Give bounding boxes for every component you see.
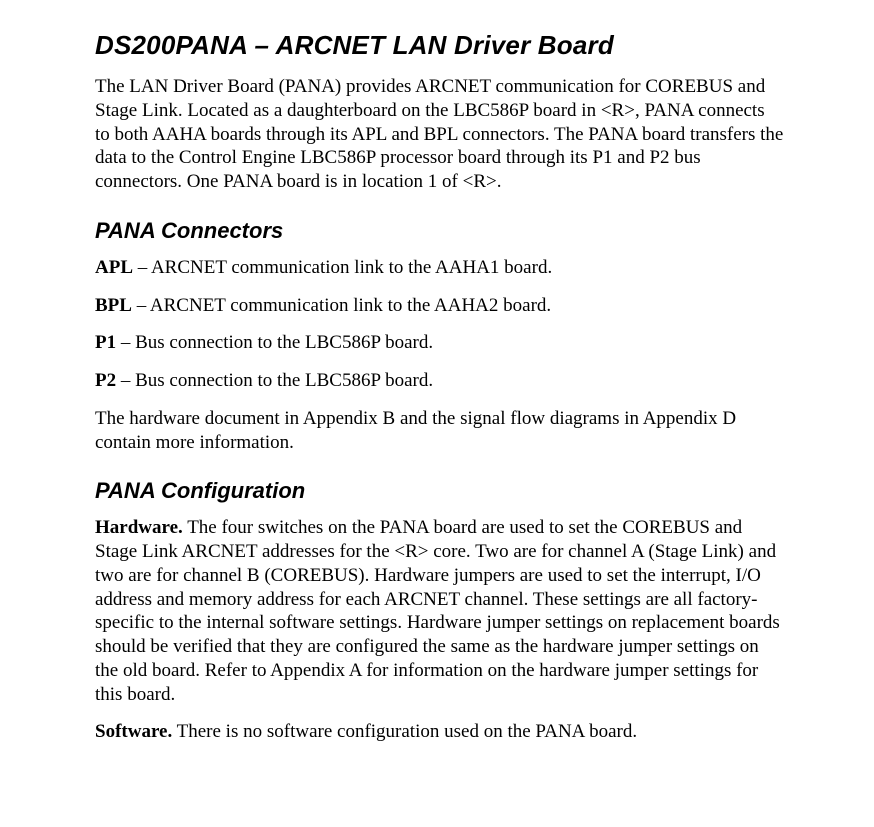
connectors-footer: The hardware document in Appendix B and … [95,407,784,455]
config-software-paragraph: Software. There is no software configura… [95,720,784,744]
section-heading-config: PANA Configuration [95,478,784,504]
connector-item: BPL – ARCNET communication link to the A… [95,294,784,318]
config-hardware-label: Hardware. [95,517,183,538]
connector-label: BPL [95,295,132,316]
connector-label: P2 [95,370,116,391]
page-title: DS200PANA – ARCNET LAN Driver Board [95,30,784,61]
document-page: DS200PANA – ARCNET LAN Driver Board The … [0,0,874,788]
config-software-label: Software. [95,721,172,742]
connector-desc: – ARCNET communication link to the AAHA2… [132,295,551,316]
connector-desc: – ARCNET communication link to the AAHA1… [133,257,552,278]
connector-item: APL – ARCNET communication link to the A… [95,256,784,280]
config-software-text: There is no software configuration used … [172,721,637,742]
connector-label: APL [95,257,133,278]
connector-desc: – Bus connection to the LBC586P board. [116,370,433,391]
connector-desc: – Bus connection to the LBC586P board. [116,332,433,353]
connector-label: P1 [95,332,116,353]
config-hardware-text: The four switches on the PANA board are … [95,517,780,704]
section-heading-connectors: PANA Connectors [95,218,784,244]
intro-paragraph: The LAN Driver Board (PANA) provides ARC… [95,75,784,194]
connector-item: P1 – Bus connection to the LBC586P board… [95,331,784,355]
config-hardware-paragraph: Hardware. The four switches on the PANA … [95,516,784,706]
connector-item: P2 – Bus connection to the LBC586P board… [95,369,784,393]
